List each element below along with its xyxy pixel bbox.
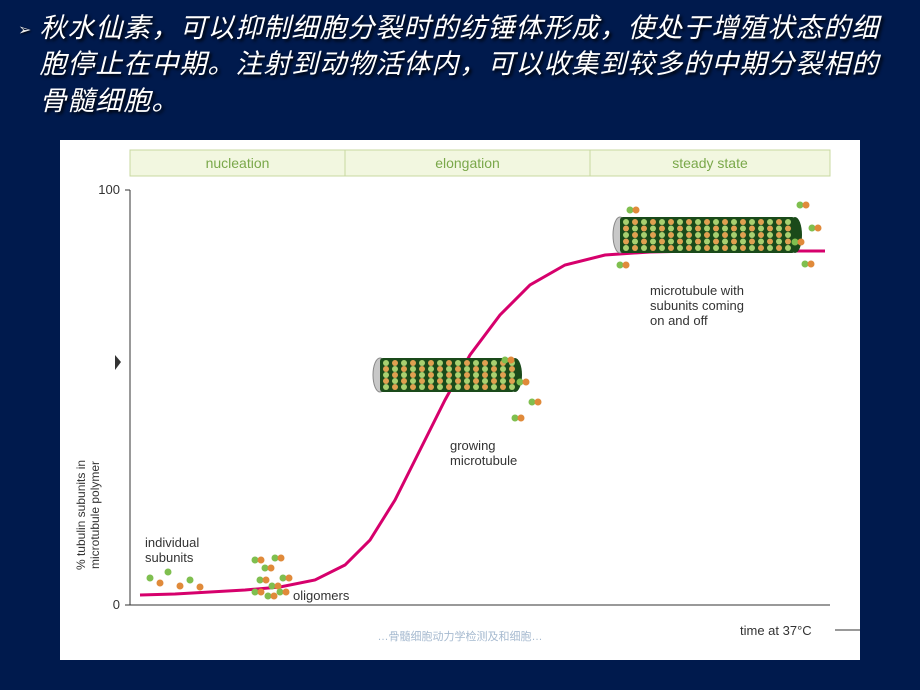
svg-text:steady state: steady state [672, 155, 748, 171]
bullet-row: ➢ 秋水仙素，可以抑制细胞分裂时的纺锤体形成，使处于增殖状态的细胞停止在中期。注… [0, 0, 920, 119]
svg-text:individualsubunits: individualsubunits [145, 535, 199, 565]
bullet-glyph: ➢ [18, 20, 31, 40]
footer-text: …骨髓细胞动力学检测及和细胞… [378, 628, 543, 644]
chart-svg: nucleation elongation steady state 0 100 % tu… [60, 140, 860, 660]
svg-text:nucleation: nucleation [206, 155, 270, 171]
svg-text:% tubulin subunits inmicrotubu: % tubulin subunits inmicrotubule polymer [74, 460, 102, 570]
svg-text:time at 37°C: time at 37°C [740, 623, 812, 638]
svg-text:0: 0 [113, 597, 120, 612]
svg-text:elongation: elongation [435, 155, 500, 171]
bullet-text: 秋水仙素，可以抑制细胞分裂时的纺锤体形成，使处于增殖状态的细胞停止在中期。注射到… [39, 10, 890, 119]
svg-text:100: 100 [98, 182, 120, 197]
chart-container: nucleation elongation steady state 0 100 % tu… [60, 140, 860, 660]
svg-text:oligomers: oligomers [293, 588, 350, 603]
slide: ➢ 秋水仙素，可以抑制细胞分裂时的纺锤体形成，使处于增殖状态的细胞停止在中期。注… [0, 0, 920, 690]
